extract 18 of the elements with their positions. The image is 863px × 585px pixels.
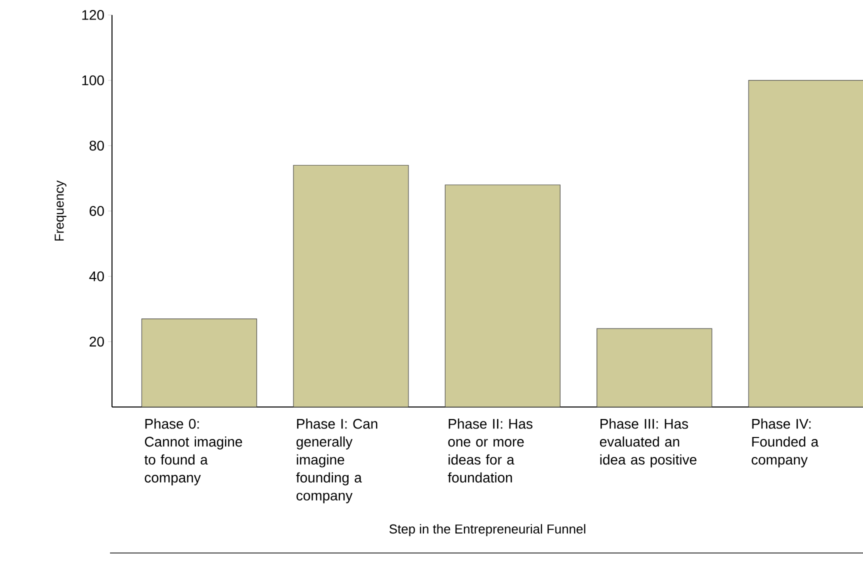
x-tick-label: Phase III: Has evaluated an idea as positive — [600, 418, 696, 468]
x-tick-label: Phase I: Can generally imagine founding a company — [296, 418, 378, 504]
bar — [293, 164, 409, 407]
bar — [748, 80, 863, 407]
x-tick-label: Phase IV: Founded a company — [752, 418, 819, 468]
y-tick-label: 20 — [90, 336, 104, 347]
y-tick-label: 80 — [90, 140, 104, 151]
x-tick-label: Phase 0: Cannot imagine to found a company — [144, 418, 242, 486]
bar — [141, 318, 258, 407]
y-axis-title: Frequency — [54, 180, 66, 241]
bar — [444, 184, 560, 407]
y-tick-label: 120 — [82, 10, 104, 20]
y-tick-label: 60 — [90, 206, 104, 216]
x-tick-label: Phase II: Has one or more ideas for a foundation — [448, 418, 532, 483]
y-tick-label: 100 — [82, 75, 104, 86]
y-tick-label: 40 — [89, 271, 104, 282]
x-axis-title: Step in the Entrepreneurial Funnel — [389, 524, 586, 536]
bar — [596, 328, 712, 407]
